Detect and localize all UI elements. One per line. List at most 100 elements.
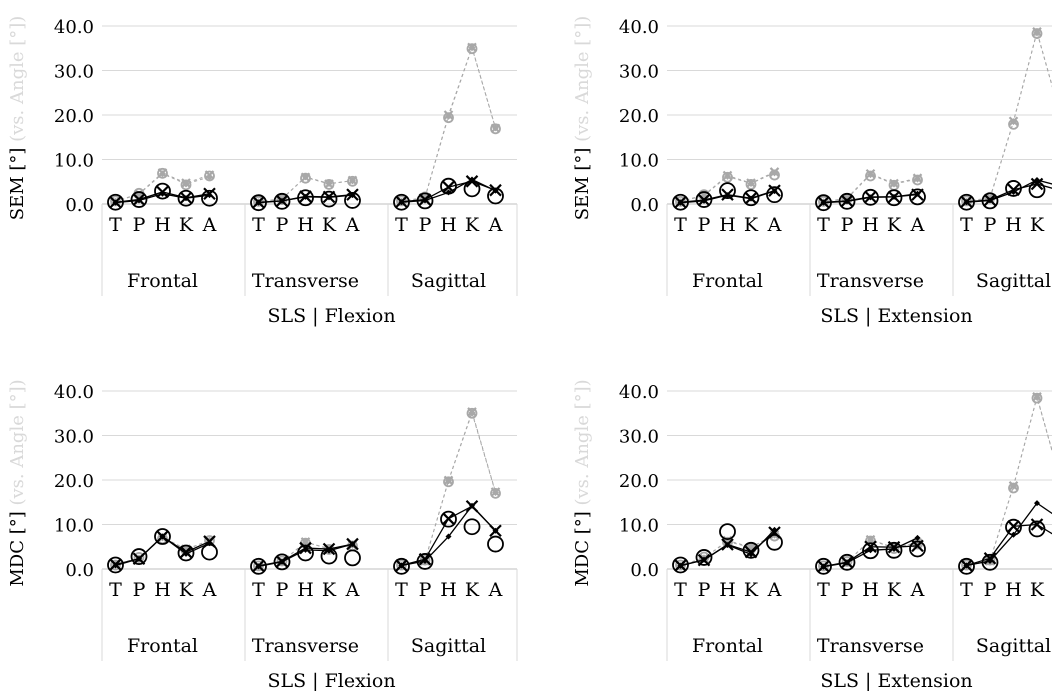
footer-task: SLS [820,305,859,327]
footer-separator: | [306,305,318,327]
category-tick-label: H [440,214,457,236]
y-tick-label: 40.0 [619,17,659,38]
footer-task: SLS [267,305,306,327]
category-tick-label: T [109,214,122,236]
chart-panel-4: 0.0 10.0 20.0 30.0 40.0 MDC [°] (vs. Angle [°… [572,379,1052,691]
y-tick-label: 0.0 [65,195,94,216]
dark-circle-point [488,537,503,552]
category-tick-label: H [1005,579,1022,601]
category-tick-label: H [719,214,736,236]
y-tick-label: 0.0 [630,560,659,581]
category-tick-label: P [698,579,711,601]
group-label: Sagittal [976,635,1051,657]
dark-circle-point [465,519,480,534]
group-label: Transverse [817,270,924,292]
category-tick-label: K [322,214,337,236]
dark-circle-point [720,524,735,539]
y-axis-label-sub: (vs. Angle [°]) [7,379,28,505]
y-axis-label-sub: (vs. Angle [°]) [7,16,28,142]
y-axis-label: MDC [°] (vs. Angle [°]) [7,379,28,586]
category-tick-label: A [202,579,217,601]
category-tick-label: P [133,579,146,601]
y-tick-label: 10.0 [619,516,659,537]
y-tick-label: 40.0 [54,17,94,38]
chart-panel-3: 0.0 10.0 20.0 30.0 40.0 MDC [°] (vs. Angle [°… [7,379,517,691]
y-tick-label: 30.0 [619,62,659,83]
category-tick-label: T [252,579,265,601]
category-tick-label: T [395,579,408,601]
y-tick-label: 10.0 [619,151,659,172]
footer-movement: Flexion [319,670,396,691]
y-tick-label: 10.0 [54,516,94,537]
category-tick-label: K [179,214,194,236]
panel-footer: SLS | Extension [820,305,972,327]
category-tick-label: T [252,214,265,236]
y-tick-label: 20.0 [54,106,94,127]
y-tick-label: 20.0 [619,471,659,492]
category-tick-label: K [887,214,902,236]
footer-movement: Extension [871,305,972,327]
category-tick-label: H [440,579,457,601]
y-tick-label: 40.0 [619,382,659,403]
footer-task: SLS [267,670,306,691]
y-tick-label: 20.0 [619,106,659,127]
y-tick-label: 30.0 [54,427,94,448]
y-axis-label-sub: (vs. Angle [°]) [572,379,593,505]
category-tick-label: K [179,579,194,601]
category-tick-label: H [297,579,314,601]
category-tick-label: K [1030,214,1045,236]
category-tick-label: P [698,214,711,236]
category-tick-label: T [960,214,973,236]
y-axis-label: SEM [°] (vs. Angle [°]) [7,16,28,221]
category-tick-label: K [465,579,480,601]
group-label: Sagittal [411,270,486,292]
y-tick-label: 10.0 [54,151,94,172]
chart-panel-2: 0.0 10.0 20.0 30.0 40.0 SEM [°] (vs. Angle [°… [572,16,1052,327]
panel-footer: SLS | Flexion [267,670,395,691]
category-tick-label: K [322,579,337,601]
group-label: Frontal [692,270,763,292]
footer-separator: | [859,305,871,327]
category-tick-label: P [984,579,997,601]
category-tick-label: K [744,214,759,236]
group-label: Transverse [252,270,359,292]
category-tick-label: K [744,579,759,601]
category-tick-label: A [767,579,782,601]
category-tick-label: T [817,579,830,601]
category-tick-label: A [488,214,503,236]
y-axis-label-main: SEM [°] [7,142,28,220]
category-tick-label: A [767,214,782,236]
category-tick-label: H [297,214,314,236]
category-tick-label: H [1005,214,1022,236]
y-axis-label-sub: (vs. Angle [°]) [572,16,593,142]
y-tick-label: 20.0 [54,471,94,492]
category-tick-label: H [862,214,879,236]
light-x-series-line [402,412,496,566]
group-label: Frontal [127,270,198,292]
y-axis-label: SEM [°] (vs. Angle [°]) [572,16,593,221]
category-tick-label: H [154,579,171,601]
category-tick-label: A [345,579,360,601]
footer-separator: | [859,670,871,691]
group-label: Frontal [127,635,198,657]
y-tick-label: 30.0 [619,427,659,448]
light-diamond-series-line [967,32,1052,201]
y-tick-label: 0.0 [630,195,659,216]
category-tick-label: K [465,214,480,236]
category-tick-label: P [984,214,997,236]
category-tick-label: A [488,579,503,601]
category-tick-label: K [887,579,902,601]
y-axis-label-main: MDC [°] [572,506,593,587]
y-axis-label-main: SEM [°] [572,142,593,220]
category-tick-label: T [395,214,408,236]
group-label: Sagittal [411,635,486,657]
dark-circle-point [345,550,360,565]
y-tick-label: 40.0 [54,382,94,403]
category-tick-label: T [674,214,687,236]
category-tick-label: A [345,214,360,236]
y-axis-label: MDC [°] (vs. Angle [°]) [572,379,593,586]
dark-x-point [443,513,454,524]
category-tick-label: A [910,579,925,601]
y-tick-label: 0.0 [65,560,94,581]
